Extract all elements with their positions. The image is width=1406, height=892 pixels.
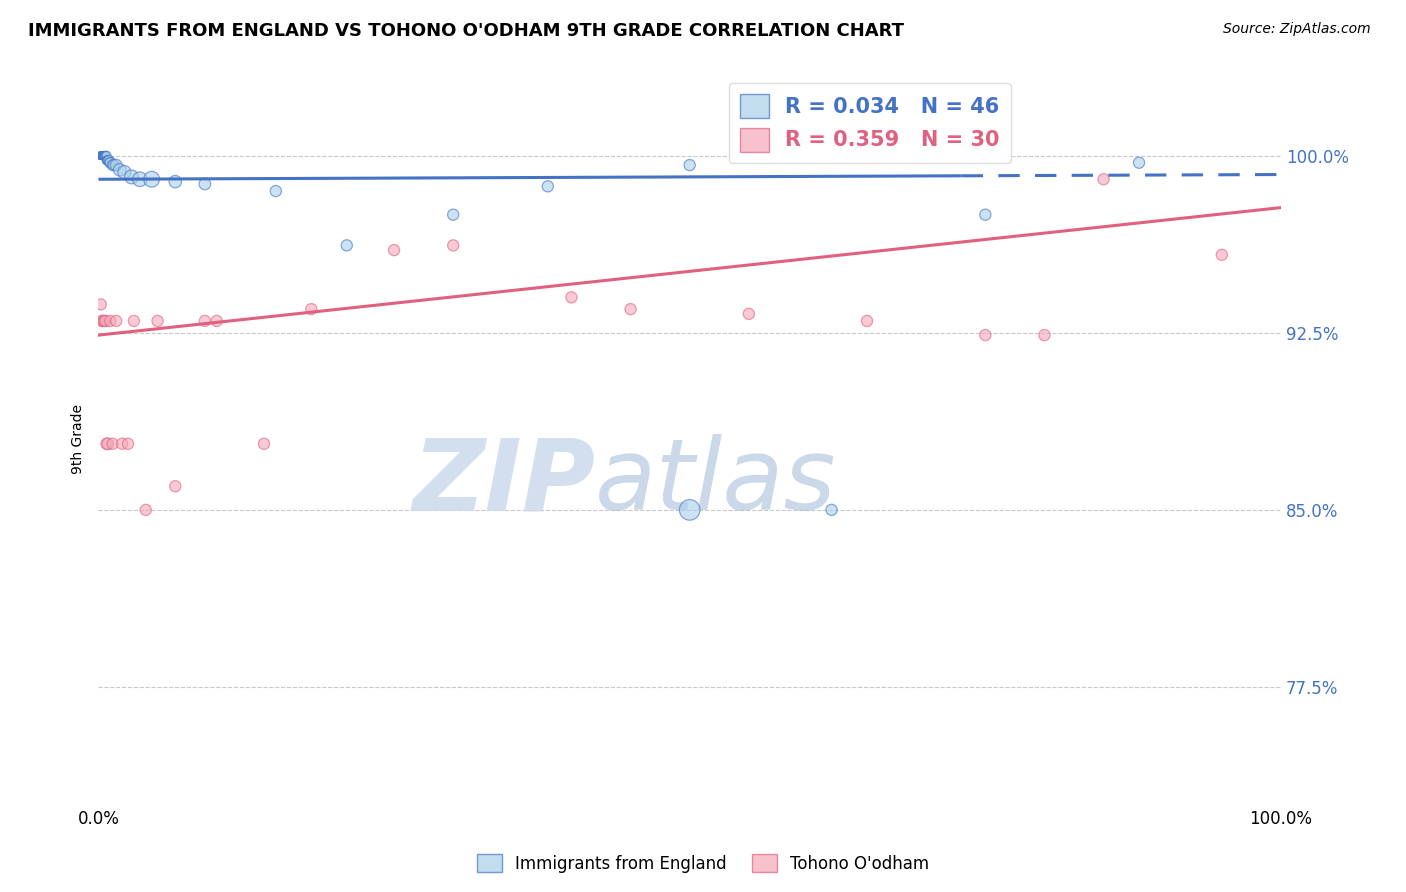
Point (94, 314, 117, 328)
Point (90, 297, 112, 311)
Point (97, 153, 120, 168)
Point (96, 153, 118, 168)
Text: atlas: atlas (595, 434, 837, 532)
Point (93, 148, 115, 162)
Text: Source: ZipAtlas.com: Source: ZipAtlas.com (1223, 22, 1371, 37)
Point (537, 179, 560, 194)
Point (91, 148, 114, 162)
Point (441, 208, 464, 222)
Point (111, 436, 134, 450)
Point (165, 479, 187, 493)
Point (94, 148, 117, 162)
Point (264, 184, 287, 198)
Point (560, 290, 582, 304)
Point (96, 153, 118, 168)
Point (97, 436, 120, 450)
Point (105, 314, 128, 328)
Point (97, 153, 120, 168)
Point (165, 175, 187, 189)
Point (91, 314, 114, 328)
Point (98, 153, 121, 168)
Point (205, 314, 228, 328)
Point (101, 436, 124, 450)
Point (91, 148, 114, 162)
Legend: Immigrants from England, Tohono O'odham: Immigrants from England, Tohono O'odham (470, 847, 936, 880)
Point (93, 148, 115, 162)
Point (619, 302, 641, 317)
Point (105, 158, 128, 172)
Point (91, 148, 114, 162)
Point (91, 148, 114, 162)
Point (253, 436, 276, 450)
Point (738, 307, 761, 321)
Point (856, 314, 879, 328)
Point (1033, 328, 1056, 343)
Point (108, 162, 131, 177)
Point (382, 243, 405, 257)
Point (90, 148, 112, 162)
Point (1092, 172, 1115, 186)
Point (91, 314, 114, 328)
Point (94, 148, 117, 162)
Point (93, 314, 115, 328)
Point (336, 238, 359, 252)
Point (89, 148, 111, 162)
Point (98, 155, 121, 169)
Point (679, 503, 702, 517)
Point (146, 314, 169, 328)
Point (98, 314, 121, 328)
Point (121, 169, 143, 184)
Point (820, 503, 842, 517)
Point (194, 314, 217, 328)
Point (91, 148, 114, 162)
Point (93, 148, 115, 162)
Point (974, 208, 997, 222)
Legend: R = 0.034   N = 46, R = 0.359   N = 30: R = 0.034 N = 46, R = 0.359 N = 30 (728, 83, 1011, 163)
Point (101, 158, 124, 172)
Point (96, 148, 118, 162)
Point (141, 172, 163, 186)
Y-axis label: 9th Grade: 9th Grade (72, 404, 86, 474)
Point (96, 436, 118, 450)
Point (91, 148, 114, 162)
Point (114, 165, 136, 179)
Text: IMMIGRANTS FROM ENGLAND VS TOHONO O'ODHAM 9TH GRADE CORRELATION CHART: IMMIGRANTS FROM ENGLAND VS TOHONO O'ODHA… (28, 22, 904, 40)
Point (90, 148, 112, 162)
Point (103, 158, 125, 172)
Point (299, 302, 322, 317)
Point (135, 503, 157, 517)
Point (1128, 155, 1150, 169)
Point (93, 148, 115, 162)
Point (91, 148, 114, 162)
Point (974, 328, 997, 343)
Point (441, 238, 464, 252)
Point (91, 148, 114, 162)
Point (128, 172, 150, 186)
Point (94, 148, 117, 162)
Point (91, 148, 114, 162)
Point (122, 314, 145, 328)
Point (98, 155, 121, 169)
Point (1211, 248, 1233, 262)
Point (194, 177, 217, 191)
Point (679, 158, 702, 172)
Point (117, 436, 139, 450)
Text: ZIP: ZIP (412, 434, 595, 532)
